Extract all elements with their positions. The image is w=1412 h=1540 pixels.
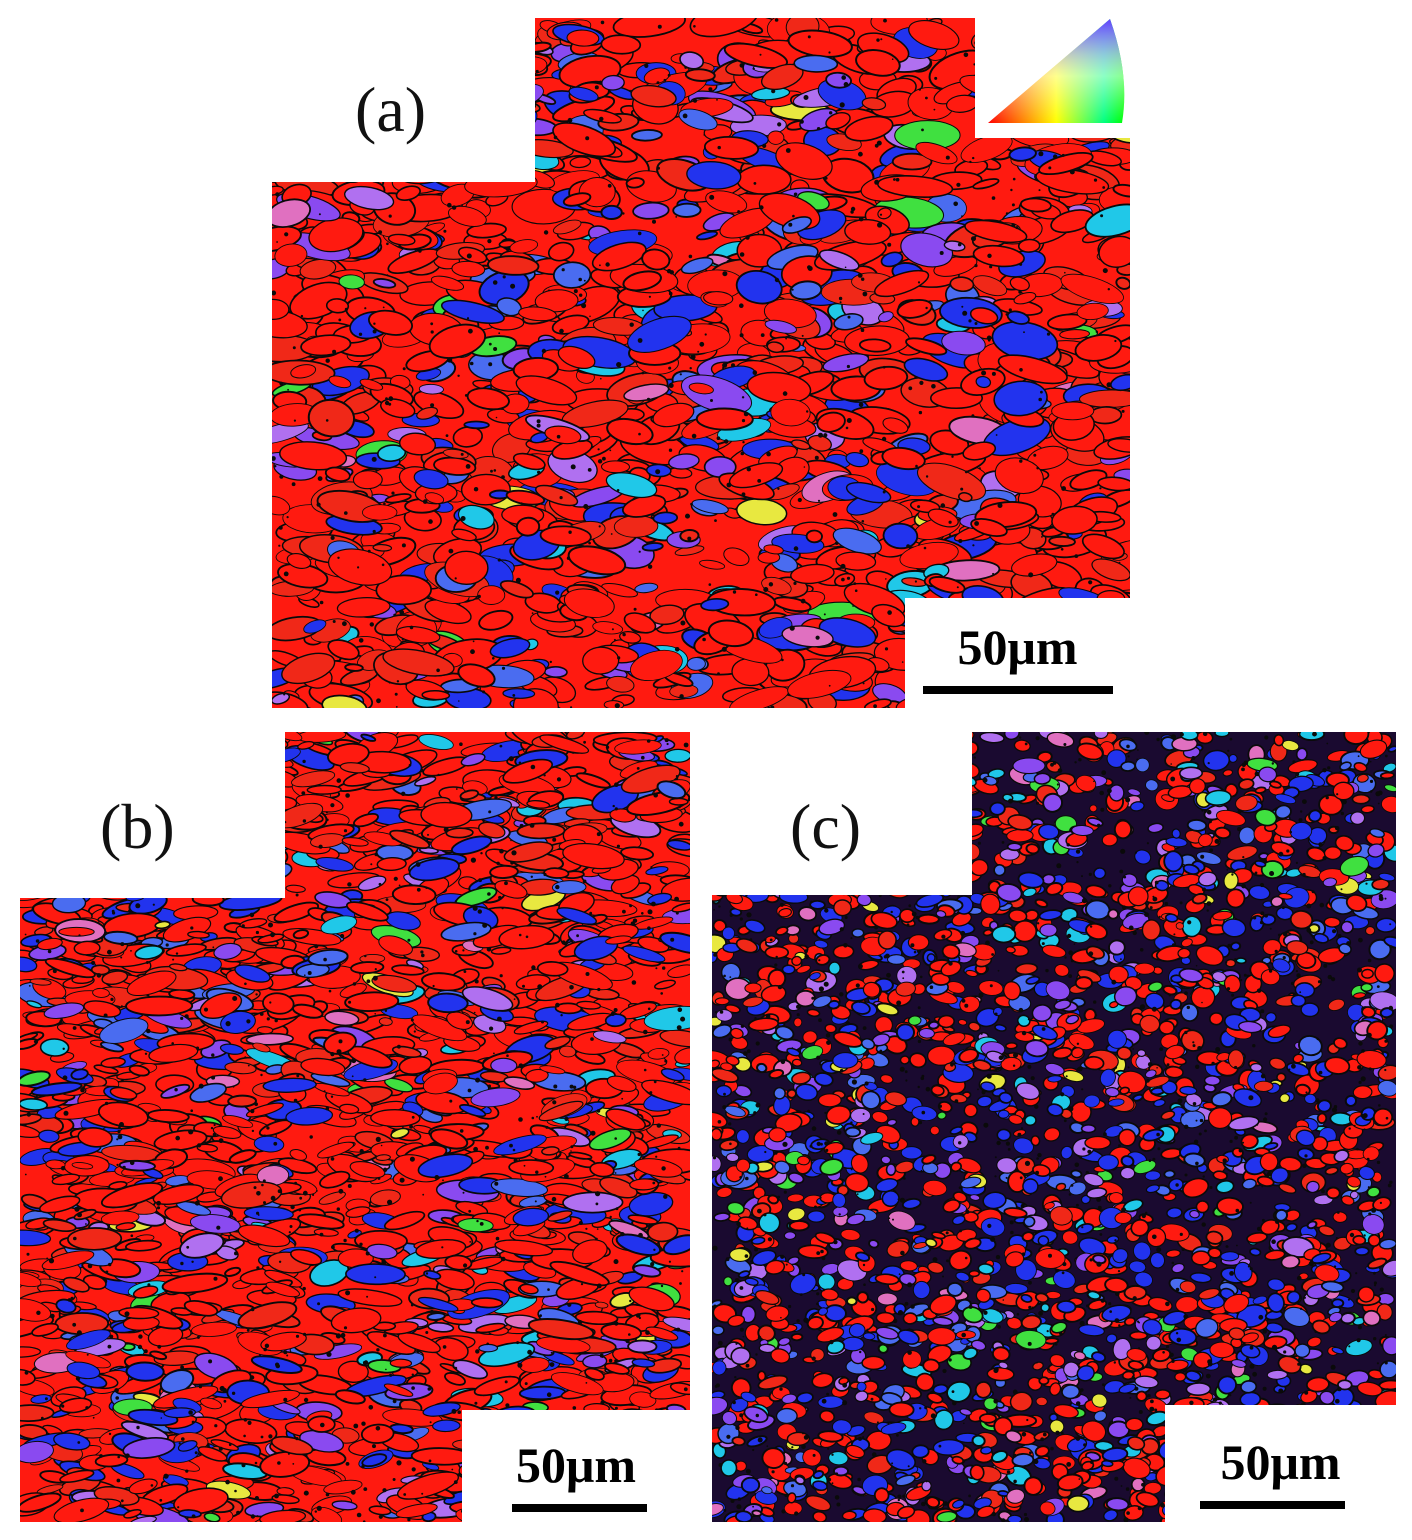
grain bbox=[712, 762, 728, 782]
grain bbox=[592, 621, 624, 635]
grain bbox=[881, 861, 905, 878]
grain bbox=[1378, 1379, 1396, 1391]
grain bbox=[876, 859, 892, 868]
grain bbox=[774, 804, 788, 817]
grain bbox=[819, 764, 832, 777]
grain bbox=[1316, 1112, 1328, 1124]
grain bbox=[696, 230, 718, 241]
grain bbox=[1208, 1012, 1224, 1026]
grain bbox=[1375, 917, 1396, 933]
grain bbox=[634, 582, 659, 594]
grain bbox=[1048, 535, 1076, 547]
grain bbox=[902, 812, 931, 826]
grain bbox=[712, 865, 730, 884]
grain bbox=[601, 582, 638, 598]
grain bbox=[884, 732, 908, 743]
grain bbox=[892, 818, 918, 838]
grain bbox=[861, 798, 879, 811]
grain bbox=[808, 744, 838, 762]
grain bbox=[299, 258, 337, 280]
grain bbox=[418, 383, 444, 395]
grain bbox=[724, 880, 742, 893]
grain bbox=[612, 18, 686, 38]
grain bbox=[764, 736, 780, 748]
grain bbox=[763, 817, 779, 832]
grain bbox=[917, 913, 940, 925]
grain bbox=[895, 866, 914, 885]
grain bbox=[1091, 558, 1130, 582]
grain bbox=[552, 219, 582, 235]
grain bbox=[849, 732, 869, 750]
grain bbox=[784, 772, 798, 783]
grain bbox=[776, 778, 797, 791]
grain bbox=[784, 751, 804, 767]
grain bbox=[1230, 941, 1242, 952]
grain bbox=[778, 751, 798, 767]
grain bbox=[672, 202, 702, 218]
grain bbox=[758, 733, 776, 744]
grain bbox=[859, 766, 877, 780]
grain bbox=[949, 276, 975, 293]
grain bbox=[877, 1292, 898, 1306]
grain bbox=[712, 860, 724, 875]
grain bbox=[785, 749, 813, 767]
grain bbox=[972, 275, 1008, 297]
grain bbox=[416, 406, 439, 420]
grain bbox=[736, 757, 751, 768]
grain bbox=[924, 733, 939, 742]
grain bbox=[1098, 235, 1130, 268]
grain bbox=[272, 495, 291, 516]
grain bbox=[736, 1129, 750, 1144]
grain bbox=[758, 757, 790, 772]
grain bbox=[921, 856, 939, 870]
grain bbox=[894, 864, 911, 882]
grain bbox=[567, 545, 627, 576]
grain bbox=[466, 222, 507, 239]
grain bbox=[881, 832, 902, 848]
grain bbox=[632, 201, 670, 220]
grain bbox=[1214, 732, 1230, 738]
